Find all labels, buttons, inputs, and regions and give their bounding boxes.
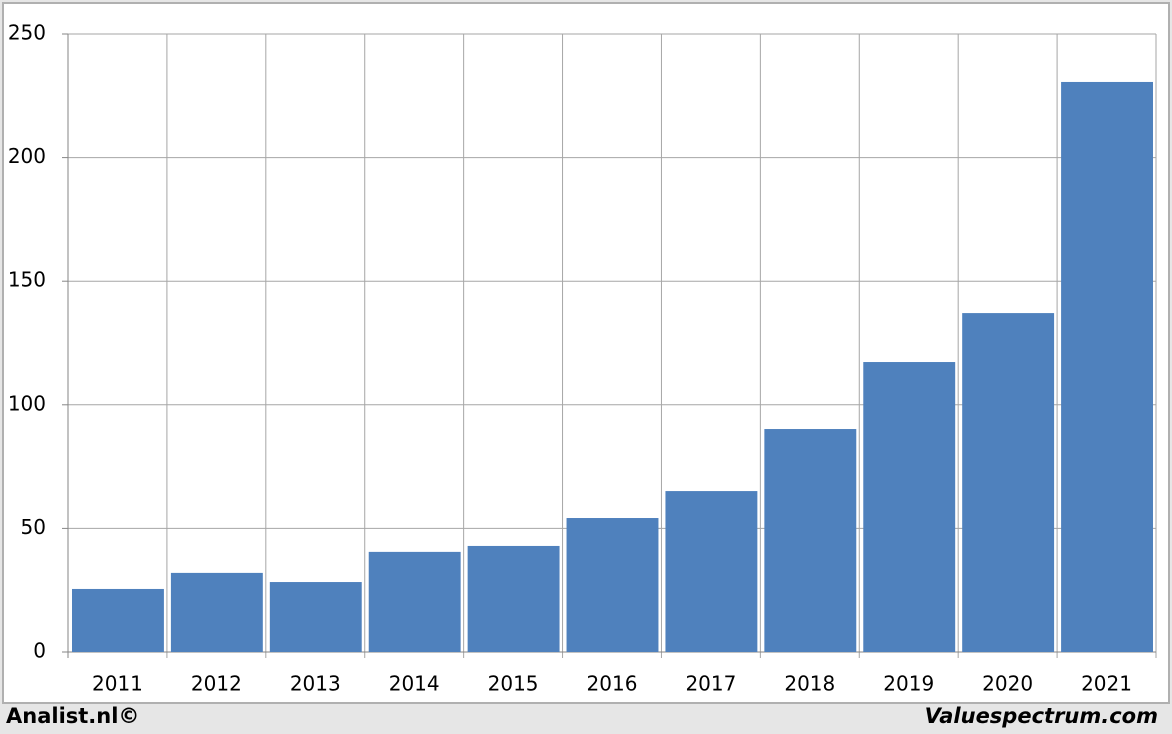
bar [1061,81,1153,653]
x-tick-label: 2015 [488,672,539,696]
bar [566,518,659,652]
bar [962,313,1055,652]
y-tick-label: 0 [33,639,46,663]
x-tick-label: 2011 [92,672,143,696]
x-tick-label: 2012 [191,672,242,696]
bar [269,582,362,652]
footer-right: Valuespectrum.com [925,704,1158,728]
x-tick-label: 2019 [883,672,934,696]
y-tick-label: 150 [8,268,46,292]
x-tick-label: 2016 [587,672,638,696]
x-tick-label: 2017 [685,672,736,696]
y-tick-label: 50 [21,515,46,539]
y-tick-label: 100 [8,391,46,415]
footer-left: Analist.nl© [6,704,139,728]
bar [467,545,560,652]
bar [170,572,263,652]
x-tick-label: 2014 [389,672,440,696]
x-tick-label: 2021 [1081,672,1132,696]
bar [665,491,758,652]
bar [764,429,857,652]
bar [72,588,164,652]
x-tick-label: 2020 [982,672,1033,696]
y-tick-label: 250 [8,21,46,45]
x-tick-label: 2018 [784,672,835,696]
bar [368,551,461,652]
x-tick-label: 2013 [290,672,341,696]
bar [863,362,956,652]
y-tick-label: 200 [8,144,46,168]
